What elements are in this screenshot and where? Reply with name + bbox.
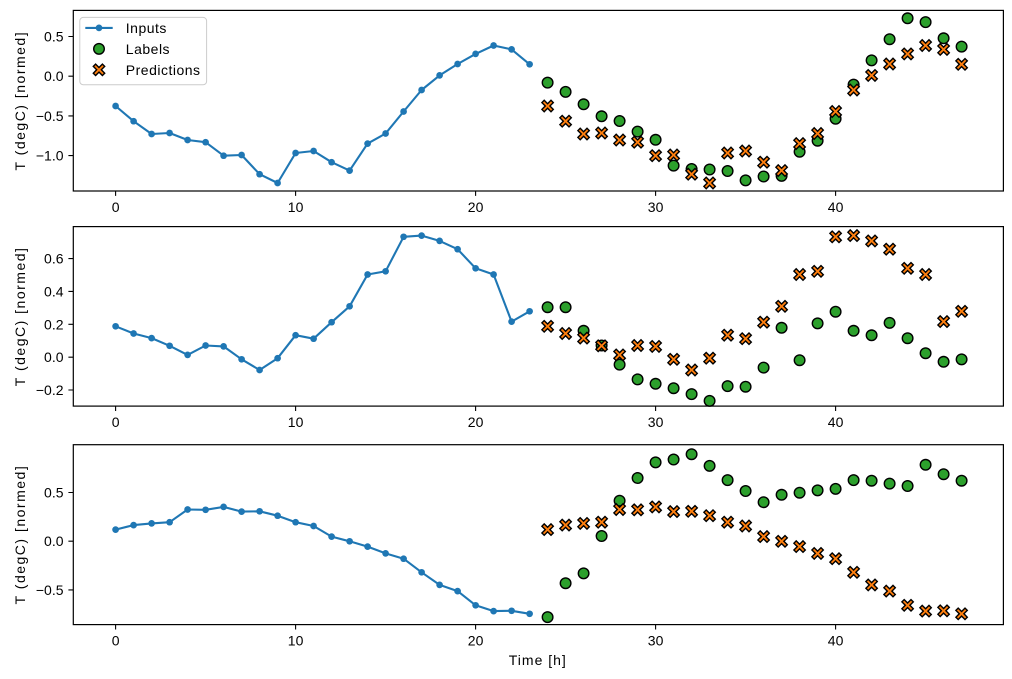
svg-text:30: 30 (648, 414, 664, 430)
svg-text:0.4: 0.4 (44, 283, 64, 299)
svg-text:0.0: 0.0 (44, 533, 64, 549)
svg-text:30: 30 (648, 199, 664, 215)
svg-text:20: 20 (468, 633, 484, 649)
svg-text:40: 40 (828, 199, 844, 215)
svg-text:−1.0: −1.0 (36, 148, 64, 164)
svg-text:10: 10 (288, 414, 304, 430)
svg-text:T (degC) [normed]: T (degC) [normed] (12, 31, 28, 171)
svg-text:0: 0 (112, 199, 120, 215)
svg-text:Predictions: Predictions (126, 62, 201, 78)
svg-text:30: 30 (648, 633, 664, 649)
svg-text:−0.5: −0.5 (36, 108, 64, 124)
svg-text:Inputs: Inputs (126, 20, 167, 36)
svg-text:0.6: 0.6 (44, 251, 64, 267)
svg-text:0.0: 0.0 (44, 68, 64, 84)
svg-text:T (degC) [normed]: T (degC) [normed] (12, 465, 28, 605)
svg-text:0.0: 0.0 (44, 349, 64, 365)
svg-text:−0.2: −0.2 (36, 382, 64, 398)
svg-text:0: 0 (112, 633, 120, 649)
svg-text:20: 20 (468, 414, 484, 430)
svg-text:10: 10 (288, 633, 304, 649)
svg-text:0.5: 0.5 (44, 29, 64, 45)
svg-text:0.5: 0.5 (44, 485, 64, 501)
svg-text:20: 20 (468, 199, 484, 215)
svg-text:0: 0 (112, 414, 120, 430)
svg-text:Labels: Labels (126, 41, 170, 57)
svg-text:0.2: 0.2 (44, 316, 64, 332)
svg-text:10: 10 (288, 199, 304, 215)
svg-text:Time [h]: Time [h] (509, 652, 567, 668)
svg-text:−0.5: −0.5 (36, 582, 64, 598)
svg-text:40: 40 (828, 414, 844, 430)
svg-text:40: 40 (828, 633, 844, 649)
svg-text:T (degC) [normed]: T (degC) [normed] (12, 247, 28, 387)
